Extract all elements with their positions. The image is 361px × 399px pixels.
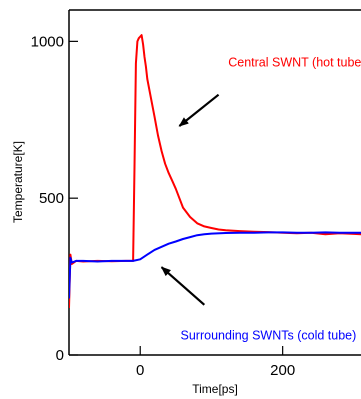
y-ticks: 0 500 1000 [31, 33, 78, 364]
arrow-layer [160, 93, 220, 306]
y-axis-label: Temperature[K] [11, 141, 25, 223]
x-axis-label: Time[ps] [192, 382, 238, 396]
x-ticks: 0 200 [136, 346, 295, 379]
y-tick-label: 0 [56, 347, 64, 364]
y-tick-label: 500 [39, 190, 64, 207]
annotation-label-2: Surrounding SWNTs (cold tube) [181, 328, 357, 342]
series-line-1 [69, 34, 361, 309]
annotation-label-1: Central SWNT (hot tube) [228, 55, 361, 69]
series-line-2 [69, 231, 361, 299]
x-tick-label: 200 [270, 362, 295, 379]
annotation-arrow-1 [178, 93, 220, 127]
x-tick-label: 0 [136, 362, 144, 379]
annotation-arrow-2 [160, 266, 206, 306]
y-tick-label: 1000 [31, 33, 64, 50]
annotation-layer: Central SWNT (hot tube) Surrounding SWNTs… [181, 55, 361, 342]
series-layer [69, 34, 361, 309]
